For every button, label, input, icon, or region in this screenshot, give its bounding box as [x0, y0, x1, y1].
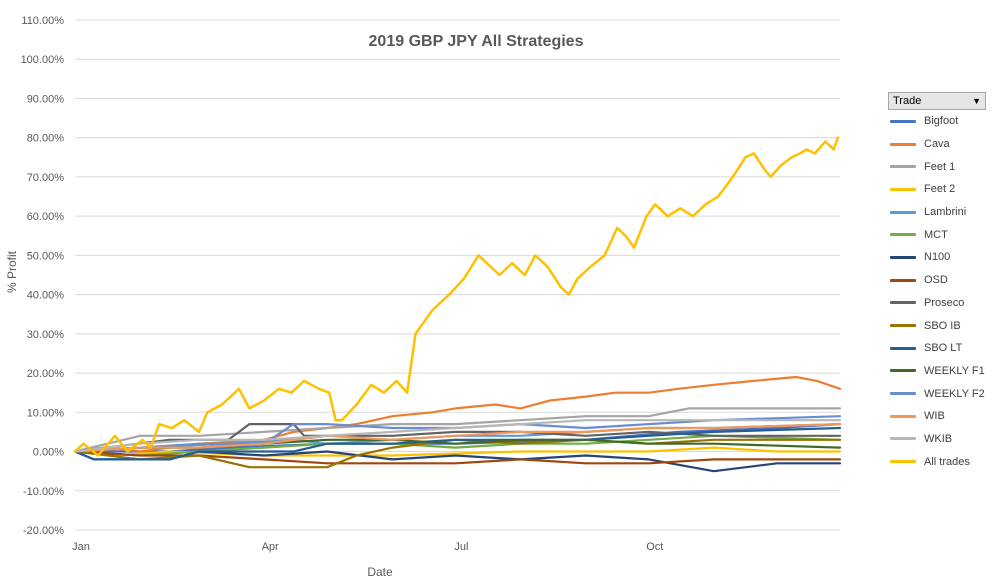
legend-swatch [890, 392, 916, 396]
y-tick-label: 0.00% [33, 447, 64, 459]
y-tick-label: 10.00% [27, 407, 65, 419]
legend-label: OSD [924, 274, 948, 287]
legend-label: WEEKLY F1 [924, 364, 985, 377]
legend-header-label: Trade [893, 95, 922, 107]
legend-label: SBO LT [924, 342, 963, 355]
legend-swatch [890, 210, 916, 214]
legend-item-feet-1: Feet 1 [888, 155, 986, 178]
legend-swatch [890, 369, 916, 373]
legend-items: Bigfoot Cava Feet 1 Feet 2 Lambrini MCT N100 OS… [888, 110, 986, 473]
gridlines [75, 19, 840, 531]
y-tick-label: 30.00% [27, 329, 65, 341]
legend-swatch [890, 142, 916, 146]
legend-item-n100: N100 [888, 246, 986, 269]
legend-item-cava: Cava [888, 133, 986, 156]
y-tick-label: 40.00% [27, 290, 65, 302]
legend-label: Cava [924, 138, 950, 151]
y-tick-label: 20.00% [27, 368, 65, 380]
legend-label: Feet 2 [924, 183, 956, 196]
legend-label: WKIB [924, 432, 953, 445]
legend-label: SBO IB [924, 319, 961, 332]
series-line-weekly-f2 [73, 415, 842, 453]
legend-item-osd: OSD [888, 269, 986, 292]
x-tick-label: Apr [262, 541, 279, 553]
legend-swatch [890, 301, 916, 305]
y-axis-title: % Profit [5, 250, 19, 293]
legend-swatch [890, 165, 916, 169]
legend-item-bigfoot: Bigfoot [888, 110, 986, 133]
legend-label: MCT [924, 228, 948, 241]
dropdown-arrow-icon[interactable]: ▼ [972, 96, 981, 106]
legend-label: Bigfoot [924, 115, 959, 128]
x-axis-ticks: Jan Apr Jul Oct [72, 541, 663, 553]
y-tick-label: 60.00% [27, 211, 65, 223]
legend: Trade ▼ Bigfoot Cava Feet 1 Feet 2 Lambrini M… [888, 92, 986, 473]
series-line-mct [73, 434, 842, 457]
legend-item-proseco: Proseco [888, 292, 986, 315]
legend-label: Lambrini [924, 206, 967, 219]
y-tick-label: 110.00% [21, 15, 64, 27]
legend-item-weekly-f2: WEEKLY F2 [888, 382, 986, 405]
y-tick-label: 50.00% [27, 250, 65, 262]
legend-item-lambrini: Lambrini [888, 201, 986, 224]
series-line-feet-2 [73, 446, 842, 457]
y-tick-label: 70.00% [27, 172, 65, 184]
y-axis-ticks: -20.00% -10.00% 0.00% 10.00% 20.00% 30.00% 40.… [21, 15, 65, 537]
series-line-feet-1 [73, 407, 842, 453]
series-lines [73, 136, 842, 473]
legend-item-weekly-f1: WEEKLY F1 [888, 360, 986, 383]
series-line-cava [73, 375, 842, 453]
legend-item-mct: MCT [888, 223, 986, 246]
series-line-sbo-lt [73, 426, 842, 461]
x-tick-label: Oct [646, 541, 663, 553]
x-tick-label: Jul [454, 541, 468, 553]
legend-label: Proseco [924, 296, 965, 309]
legend-swatch [890, 346, 916, 350]
legend-label: All trades [924, 455, 970, 468]
legend-swatch [890, 187, 916, 191]
legend-swatch [890, 414, 916, 418]
legend-swatch [890, 278, 916, 282]
chart-title: 2019 GBP JPY All Strategies [369, 33, 584, 50]
series-line-all-trades [73, 136, 840, 457]
series-line-wib [73, 423, 842, 453]
legend-item-wib: WIB [888, 405, 986, 428]
x-axis-title: Date [367, 565, 393, 579]
series-line-wkib [73, 419, 842, 453]
legend-swatch [890, 255, 916, 259]
legend-swatch [890, 460, 916, 464]
legend-label: WEEKLY F2 [924, 387, 985, 400]
legend-swatch [890, 437, 916, 441]
legend-filter-dropdown[interactable]: Trade ▼ [888, 92, 986, 110]
legend-item-feet-2: Feet 2 [888, 178, 986, 201]
legend-swatch [890, 324, 916, 328]
y-tick-label: 100.00% [21, 54, 65, 66]
legend-item-sbo-ib: SBO IB [888, 314, 986, 337]
legend-label: WIB [924, 410, 945, 423]
legend-label: N100 [924, 251, 951, 264]
legend-item-sbo-lt: SBO LT [888, 337, 986, 360]
x-tick-label: Jan [72, 541, 90, 553]
y-tick-label: 90.00% [27, 93, 65, 105]
legend-item-wkib: WKIB [888, 428, 986, 451]
y-tick-label: -10.00% [23, 486, 64, 498]
y-tick-label: -20.00% [23, 525, 64, 537]
legend-swatch [890, 233, 916, 237]
y-tick-label: 80.00% [27, 133, 65, 145]
legend-swatch [890, 119, 916, 123]
legend-label: Feet 1 [924, 160, 956, 173]
legend-item-all-trades: All trades [888, 450, 986, 473]
